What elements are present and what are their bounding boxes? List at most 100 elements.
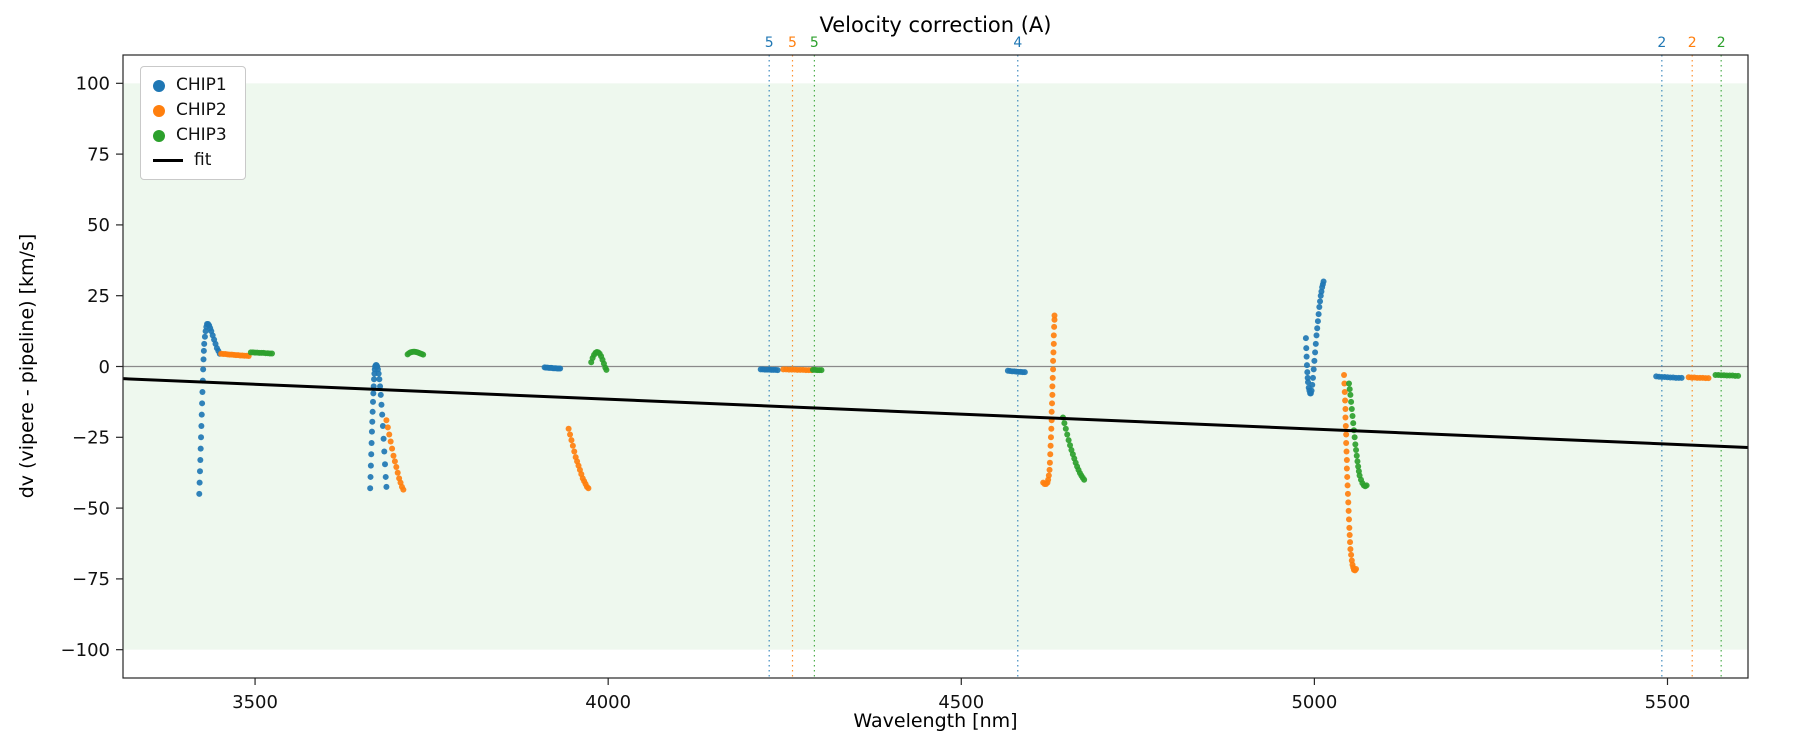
point-CHIP1 [1309, 374, 1316, 381]
point-CHIP2 [393, 464, 400, 471]
point-CHIP3 [1061, 420, 1068, 427]
point-CHIP2 [1048, 425, 1055, 432]
point-CHIP2 [383, 417, 390, 424]
point-CHIP2 [1343, 465, 1350, 472]
x-tick-label: 4500 [938, 692, 984, 713]
point-CHIP2 [1342, 422, 1349, 429]
point-CHIP2 [1049, 374, 1056, 381]
chip1-marker-icon [153, 79, 165, 92]
point-CHIP2 [1344, 473, 1351, 480]
point-CHIP1 [774, 367, 781, 374]
point-CHIP1 [367, 485, 374, 492]
point-CHIP1 [368, 451, 375, 458]
point-CHIP3 [1353, 452, 1360, 459]
y-tick-label: 50 [87, 215, 110, 236]
point-CHIP2 [1049, 400, 1056, 407]
point-CHIP2 [1046, 466, 1053, 473]
point-CHIP1 [370, 390, 377, 397]
point-CHIP2 [1345, 499, 1352, 506]
point-CHIP1 [1308, 387, 1315, 394]
point-CHIP2 [387, 438, 394, 445]
point-CHIP2 [1348, 551, 1355, 558]
chart-title: Velocity correction (A) [819, 13, 1052, 37]
point-CHIP2 [390, 452, 397, 459]
point-CHIP2 [569, 442, 576, 449]
point-CHIP3 [420, 351, 427, 358]
point-CHIP1 [199, 400, 206, 407]
point-CHIP3 [1064, 431, 1071, 438]
point-CHIP1 [199, 388, 206, 395]
chip2-marker-icon [153, 104, 165, 117]
x-axis-label: Wavelength [nm] [853, 710, 1018, 732]
point-CHIP1 [197, 456, 204, 463]
point-CHIP1 [198, 434, 205, 441]
point-CHIP1 [379, 411, 386, 418]
vline-count-label: 2 [1688, 35, 1697, 51]
point-CHIP1 [379, 422, 386, 429]
point-CHIP1 [382, 461, 389, 468]
point-CHIP1 [196, 490, 203, 497]
point-CHIP2 [1050, 340, 1057, 347]
y-axis-label: dv (vipere - pipeline) [km/s] [16, 233, 38, 499]
point-CHIP1 [1304, 369, 1311, 376]
point-CHIP1 [1312, 349, 1319, 356]
y-tick-label: 75 [87, 144, 110, 165]
point-CHIP1 [1315, 311, 1322, 318]
point-CHIP2 [567, 431, 574, 438]
point-CHIP2 [1347, 546, 1354, 553]
point-CHIP2 [1045, 472, 1052, 479]
point-CHIP1 [1313, 332, 1320, 339]
legend-label: CHIP1 [176, 75, 227, 95]
legend-entry-fit: fit [153, 152, 227, 169]
point-CHIP1 [377, 383, 384, 390]
point-CHIP1 [369, 408, 376, 415]
point-CHIP3 [1346, 386, 1353, 393]
point-CHIP1 [382, 473, 389, 480]
point-CHIP2 [386, 431, 393, 438]
point-CHIP2 [1049, 391, 1056, 398]
y-tick-label: 25 [87, 286, 110, 307]
x-tick-label: 5000 [1291, 692, 1337, 713]
point-CHIP3 [1349, 413, 1356, 420]
point-CHIP1 [1314, 325, 1321, 332]
point-CHIP1 [367, 462, 374, 469]
point-CHIP2 [1347, 539, 1354, 546]
legend-entry-chip1: CHIP1 [153, 77, 227, 94]
y-tick-label: −100 [61, 640, 110, 661]
point-CHIP2 [1353, 565, 1360, 572]
y-tick-label: 100 [76, 74, 110, 95]
point-CHIP2 [1344, 482, 1351, 489]
legend-entry-chip2: CHIP2 [153, 102, 227, 119]
point-CHIP1 [370, 398, 376, 405]
point-CHIP1 [197, 445, 204, 452]
point-CHIP2 [1050, 349, 1057, 356]
point-CHIP2 [1051, 316, 1058, 323]
x-tick-label: 5500 [1645, 692, 1691, 713]
point-CHIP3 [1062, 425, 1069, 432]
point-CHIP3 [1354, 458, 1361, 465]
point-CHIP1 [383, 483, 390, 490]
point-CHIP3 [1067, 442, 1074, 449]
legend-label: CHIP2 [176, 100, 227, 120]
chip3-marker-icon [153, 129, 165, 142]
point-CHIP3 [1350, 420, 1357, 427]
point-CHIP2 [384, 424, 391, 431]
point-CHIP2 [1344, 490, 1351, 497]
point-CHIP1 [377, 391, 384, 398]
point-CHIP2 [1343, 448, 1350, 455]
point-CHIP2 [389, 445, 396, 452]
point-CHIP2 [1345, 507, 1352, 514]
point-CHIP2 [1047, 442, 1054, 449]
legend-label: CHIP3 [176, 125, 227, 145]
point-CHIP1 [380, 435, 387, 442]
point-CHIP1 [1303, 345, 1310, 352]
point-CHIP3 [1348, 398, 1355, 405]
vline-count-label: 5 [765, 35, 774, 51]
point-CHIP2 [1343, 439, 1350, 446]
point-CHIP1 [381, 448, 388, 455]
vline-count-label: 5 [788, 35, 797, 51]
point-CHIP2 [400, 486, 407, 493]
point-CHIP3 [1353, 447, 1360, 454]
point-CHIP3 [269, 350, 276, 357]
